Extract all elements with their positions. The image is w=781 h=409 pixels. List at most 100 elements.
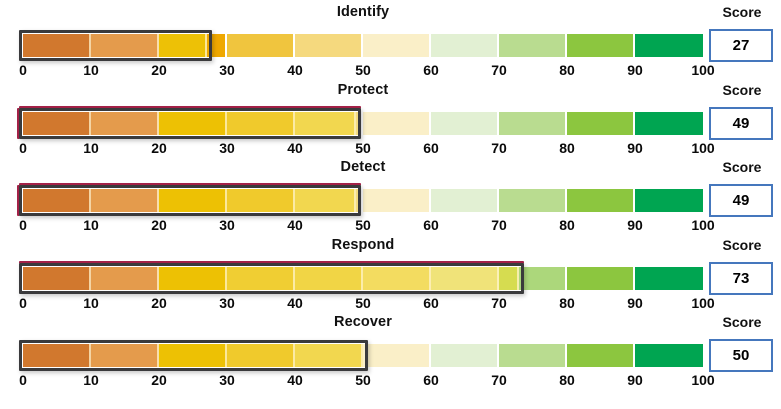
score-value-box[interactable]: 73 [709, 261, 773, 295]
bar-segment [499, 266, 520, 290]
bar-segment [431, 189, 499, 212]
axis-tick-label: 100 [691, 372, 715, 388]
axis-tick-label: 40 [287, 62, 303, 78]
bar-segment [635, 111, 703, 135]
axis-tick-label: 100 [691, 217, 715, 233]
bar-segment [567, 34, 635, 57]
axis-tick-label: 80 [559, 372, 575, 388]
axis-tick-label: 50 [355, 217, 371, 233]
bar-segment [635, 34, 703, 57]
bar-segment [23, 189, 91, 212]
bar-segment [356, 111, 363, 135]
score-value-box[interactable]: 27 [709, 29, 773, 62]
bar-segment [91, 111, 159, 135]
bar-segment [23, 34, 91, 57]
bar-segment [159, 344, 227, 367]
axis-tick-label: 80 [559, 217, 575, 233]
bar-segment [159, 34, 207, 57]
axis-tick-label: 30 [219, 217, 235, 233]
axis-tick-label: 90 [627, 294, 643, 311]
axis-tick-label: 10 [83, 139, 99, 156]
axis-tick-label: 80 [559, 62, 575, 78]
bar-segment [363, 266, 431, 290]
bar-segment [23, 266, 91, 290]
score-column-label: Score [722, 81, 762, 98]
bar-segment [159, 266, 227, 290]
bar-segment [363, 111, 431, 135]
axis-tick-label: 20 [151, 139, 167, 156]
axis-tick-label: 80 [559, 294, 575, 311]
axis-tick-label: 50 [355, 139, 371, 156]
axis-tick-label: 100 [691, 139, 715, 156]
gauge-title: Respond [331, 236, 395, 253]
axis-tick-label: 0 [19, 217, 27, 233]
bar-segment [567, 266, 635, 290]
bar-segment [519, 266, 567, 290]
axis-tick-label: 0 [19, 62, 27, 78]
bar-segment [499, 34, 567, 57]
axis-tick-label: 30 [219, 294, 235, 311]
gauge-bar [19, 185, 703, 216]
axis-tick-label: 60 [423, 217, 439, 233]
gauge-row: Identify Score 27 0 10 20 30 40 50 60 70 80 90 100 [0, 2, 781, 80]
axis-tick-label: 40 [287, 217, 303, 233]
axis-tick-label: 0 [19, 372, 27, 388]
gauge-row: Protect Score 49 0 10 20 30 40 50 60 70 80 90 100 [0, 80, 781, 158]
score-value-box[interactable]: 50 [709, 339, 773, 372]
bar-segment [431, 344, 499, 367]
axis-tick-label: 30 [219, 62, 235, 78]
gauge-bar [19, 107, 703, 139]
score-value-box[interactable]: 49 [709, 184, 773, 217]
bar-segment [363, 189, 431, 212]
bar-segment [295, 111, 357, 135]
axis-tick-label: 20 [151, 62, 167, 78]
bar-segment [635, 344, 703, 367]
gauge-row: Recover Score 50 0 10 20 30 40 50 60 70 80 90 100 [0, 312, 781, 390]
axis-tick-label: 20 [151, 217, 167, 233]
bar-segment [91, 344, 159, 367]
bar-segment [227, 266, 295, 290]
bar-segment [431, 266, 499, 290]
axis-tick-label: 70 [491, 62, 507, 78]
axis-tick-label: 30 [219, 139, 235, 156]
bar-segment [499, 189, 567, 212]
gauge-bar [19, 262, 703, 294]
axis-tick-label: 40 [287, 372, 303, 388]
axis-tick-label: 60 [423, 139, 439, 156]
axis-tick-label: 50 [355, 372, 371, 388]
axis-tick-label: 0 [19, 139, 27, 156]
bar-segment [295, 34, 363, 57]
bar-segment [635, 266, 703, 290]
gauge-bar [19, 340, 703, 371]
score-value-box[interactable]: 49 [709, 106, 773, 140]
gauge-title: Recover [334, 314, 392, 330]
gauge-title: Protect [337, 81, 389, 98]
bar-segment [227, 189, 295, 212]
axis-tick-label: 80 [559, 139, 575, 156]
bar-segment [227, 111, 295, 135]
bar-segment [159, 111, 227, 135]
axis-tick-label: 0 [19, 294, 27, 311]
axis-tick-label: 70 [491, 294, 507, 311]
axis-tick-label: 10 [83, 62, 99, 78]
bar-segment [567, 344, 635, 367]
gauge-title: Detect [340, 159, 386, 175]
axis-tick-label: 10 [83, 217, 99, 233]
axis-tick-label: 30 [219, 372, 235, 388]
axis-tick-label: 60 [423, 62, 439, 78]
bar-segment [567, 111, 635, 135]
bar-segment [159, 189, 227, 212]
axis-tick-label: 90 [627, 139, 643, 156]
bar-segment [567, 189, 635, 212]
axis-tick-label: 60 [423, 294, 439, 311]
bar-segment [91, 189, 159, 212]
axis-tick-label: 10 [83, 372, 99, 388]
bar-segment [635, 189, 703, 212]
bar-segment [356, 189, 363, 212]
bar-segment [363, 344, 431, 367]
bar-segment [23, 344, 91, 367]
axis-ticks: 0 10 20 30 40 50 60 70 80 90 100 [19, 62, 715, 79]
axis-tick-label: 100 [691, 294, 715, 311]
bar-segment [91, 266, 159, 290]
